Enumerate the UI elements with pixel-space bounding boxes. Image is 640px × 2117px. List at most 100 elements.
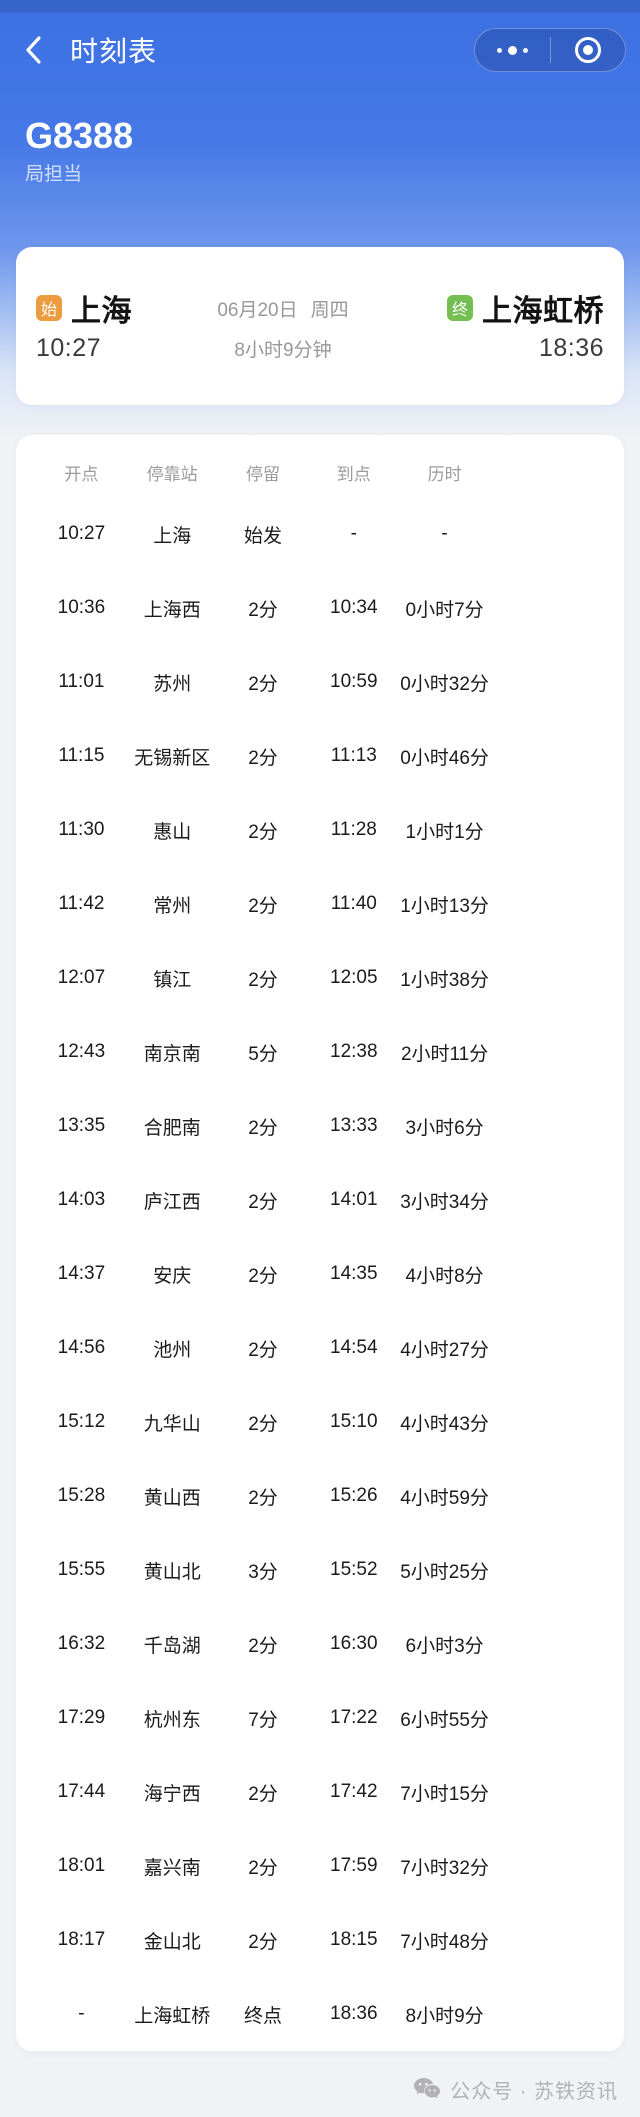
table-cell: 14:37 xyxy=(57,1263,106,1284)
table-cell: 2分 xyxy=(248,1191,278,1213)
table-cell: 上海虹桥 xyxy=(134,2005,211,2027)
table-cell: 池州 xyxy=(153,1339,192,1361)
table-cell: 2分 xyxy=(248,821,278,843)
column-header: 停留 xyxy=(245,464,280,484)
table-cell: 上海西 xyxy=(143,599,201,621)
status-bar-shade xyxy=(0,0,640,13)
table-cell: 11:30 xyxy=(58,819,105,840)
table-cell: 12:05 xyxy=(330,967,378,988)
table-row: 14:03 庐江西 2分 14:01 3小时34分 xyxy=(36,1163,490,1237)
table-cell: 17:22 xyxy=(330,1707,378,1728)
table-row: 13:35 合肥南 2分 13:33 3小时6分 xyxy=(36,1089,490,1163)
table-cell: 17:44 xyxy=(57,1781,106,1802)
table-cell: 15:52 xyxy=(330,1559,378,1580)
table-row: 18:17 金山北 2分 18:15 7小时48分 xyxy=(36,1903,490,1977)
train-headline: G8388 局担当 xyxy=(25,116,640,186)
table-cell: 7小时15分 xyxy=(400,1783,489,1805)
table-cell: 18:17 xyxy=(57,1929,106,1950)
wechat-icon xyxy=(414,2078,441,2099)
table-row: 11:30 惠山 2分 11:28 1小时1分 xyxy=(36,793,490,867)
timetable: 开点 停靠站 停留 到点 历时 10:27 上海 始发 - - 10:36 上海西 2分 10:34 0小… xyxy=(36,447,490,2051)
miniprogram-capsule xyxy=(474,28,626,72)
table-cell: 7小时48分 xyxy=(400,1931,489,1953)
timetable-header: 开点 停靠站 停留 到点 历时 xyxy=(36,447,490,497)
table-cell: 16:32 xyxy=(57,1633,106,1654)
table-row: 14:56 池州 2分 14:54 4小时27分 xyxy=(36,1311,490,1385)
more-options-button[interactable] xyxy=(475,29,550,71)
table-cell: 17:29 xyxy=(57,1707,106,1728)
close-minimize-button[interactable] xyxy=(551,29,626,71)
train-operator: 局担当 xyxy=(25,164,83,185)
table-cell: 惠山 xyxy=(153,821,192,843)
table-cell: 5分 xyxy=(248,1043,278,1065)
table-cell: 6小时3分 xyxy=(405,1635,484,1657)
table-cell: 2分 xyxy=(248,1413,278,1435)
table-row: 15:28 黄山西 2分 15:26 4小时59分 xyxy=(36,1459,490,1533)
table-row: 11:01 苏州 2分 10:59 0小时32分 xyxy=(36,645,490,719)
table-cell: 15:10 xyxy=(330,1411,378,1432)
table-row: - 上海虹桥 终点 18:36 8小时9分 xyxy=(36,1977,490,2051)
navbar: 时刻表 xyxy=(0,0,640,76)
column-header: 到点 xyxy=(336,464,371,484)
table-cell: 11:40 xyxy=(330,893,377,914)
table-cell: 11:01 xyxy=(58,671,105,692)
table-row: 16:32 千岛湖 2分 16:30 6小时3分 xyxy=(36,1607,490,1681)
table-cell: 2分 xyxy=(248,1117,278,1139)
table-row: 17:29 杭州东 7分 17:22 6小时55分 xyxy=(36,1681,490,1755)
table-cell: 17:42 xyxy=(330,1781,378,1802)
table-cell: 2分 xyxy=(248,969,278,991)
table-cell: 上海 xyxy=(153,525,192,547)
table-row: 14:37 安庆 2分 14:35 4小时8分 xyxy=(36,1237,490,1311)
table-row: 10:27 上海 始发 - - xyxy=(36,497,490,571)
table-cell: 12:07 xyxy=(57,967,106,988)
back-button[interactable] xyxy=(24,33,44,67)
table-cell: 14:03 xyxy=(57,1189,106,1210)
table-cell: 千岛湖 xyxy=(143,1635,201,1657)
table-cell: - xyxy=(78,2003,85,2024)
table-cell: 11:13 xyxy=(330,745,377,766)
table-cell: 2分 xyxy=(248,1339,278,1361)
table-cell: 0小时46分 xyxy=(400,747,489,769)
table-cell: 15:26 xyxy=(330,1485,378,1506)
table-cell: 南京南 xyxy=(143,1043,201,1065)
destination-station: 上海虹桥 xyxy=(482,295,604,328)
table-cell: 14:54 xyxy=(330,1337,378,1358)
table-cell: 2分 xyxy=(248,1857,278,1879)
target-circle-icon xyxy=(574,37,601,63)
table-cell: 18:01 xyxy=(57,1855,106,1876)
journey-summary-card: 始 上海 06月20日 周四 终 上海虹桥 10:27 8小时9分钟 18:36 xyxy=(16,247,624,405)
table-cell: 2分 xyxy=(248,1265,278,1287)
timetable-card: 开点 停靠站 停留 到点 历时 10:27 上海 始发 - - 10:36 上海西 2分 10:34 0小… xyxy=(16,435,624,2051)
table-cell: 11:42 xyxy=(58,893,105,914)
table-cell: - xyxy=(441,523,448,544)
table-cell: 1小时1分 xyxy=(405,821,484,843)
column-header: 停靠站 xyxy=(146,464,198,484)
table-cell: 13:35 xyxy=(57,1115,106,1136)
date-cell: 06月20日 周四 xyxy=(217,295,348,322)
origin-station: 上海 xyxy=(71,295,132,328)
table-cell: 10:27 xyxy=(57,523,106,544)
table-cell: 嘉兴南 xyxy=(143,1857,201,1879)
table-cell: 庐江西 xyxy=(143,1191,201,1213)
departure-time: 10:27 xyxy=(36,333,102,362)
table-cell: 九华山 xyxy=(143,1413,201,1435)
table-cell: 11:15 xyxy=(58,745,105,766)
back-chevron-icon xyxy=(26,36,41,64)
table-cell: 6小时55分 xyxy=(400,1709,489,1731)
destination-badge: 终 xyxy=(447,295,473,321)
table-row: 12:43 南京南 5分 12:38 2小时11分 xyxy=(36,1015,490,1089)
table-cell: 7分 xyxy=(248,1709,278,1731)
table-cell: 15:28 xyxy=(57,1485,106,1506)
origin-cell: 始 上海 xyxy=(36,286,132,330)
table-cell: 黄山北 xyxy=(143,1561,201,1583)
table-cell: 14:56 xyxy=(57,1337,106,1358)
trip-date: 06月20日 xyxy=(217,299,298,321)
table-cell: 14:35 xyxy=(330,1263,378,1284)
table-cell: 16:30 xyxy=(330,1633,378,1654)
table-cell: 0小时7分 xyxy=(405,599,484,621)
table-row: 11:15 无锡新区 2分 11:13 0小时46分 xyxy=(36,719,490,793)
table-cell: 2分 xyxy=(248,1635,278,1657)
table-cell: 17:59 xyxy=(330,1855,378,1876)
table-row: 15:12 九华山 2分 15:10 4小时43分 xyxy=(36,1385,490,1459)
table-cell: 合肥南 xyxy=(143,1117,201,1139)
